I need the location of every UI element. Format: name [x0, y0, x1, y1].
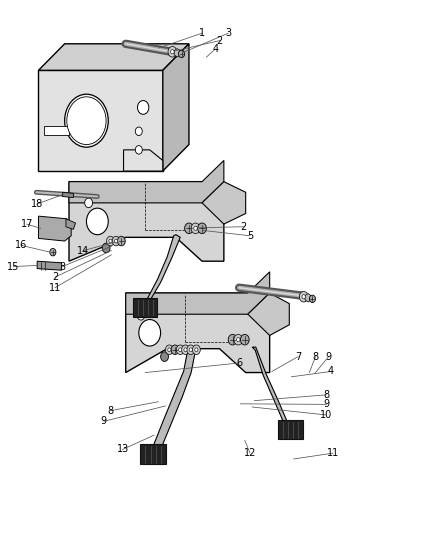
Circle shape — [137, 311, 145, 320]
Polygon shape — [162, 44, 188, 171]
Text: 8: 8 — [312, 352, 318, 361]
Polygon shape — [277, 420, 302, 439]
Circle shape — [194, 348, 198, 352]
Text: 4: 4 — [327, 367, 333, 376]
Circle shape — [165, 345, 173, 354]
Text: 9: 9 — [325, 352, 331, 361]
Circle shape — [117, 236, 125, 246]
Text: 17: 17 — [21, 219, 33, 229]
Circle shape — [160, 352, 168, 361]
Circle shape — [86, 208, 108, 235]
Text: 11: 11 — [49, 282, 61, 293]
Text: 10: 10 — [319, 410, 332, 420]
Polygon shape — [39, 44, 188, 70]
Polygon shape — [125, 272, 269, 314]
Circle shape — [233, 334, 242, 345]
Polygon shape — [201, 182, 245, 224]
Circle shape — [170, 50, 174, 54]
Text: 13: 13 — [116, 445, 128, 455]
Circle shape — [106, 236, 114, 246]
Circle shape — [184, 348, 187, 352]
Polygon shape — [140, 444, 166, 464]
Text: 9: 9 — [101, 416, 107, 426]
Circle shape — [109, 239, 112, 243]
Circle shape — [178, 348, 181, 352]
Text: 2: 2 — [240, 222, 246, 232]
Polygon shape — [152, 347, 195, 450]
Text: 1: 1 — [198, 28, 205, 38]
Polygon shape — [140, 235, 180, 304]
Polygon shape — [37, 261, 61, 270]
Circle shape — [193, 226, 197, 230]
Polygon shape — [66, 219, 75, 229]
Circle shape — [176, 345, 184, 354]
Text: 8: 8 — [322, 390, 328, 400]
Polygon shape — [247, 293, 289, 335]
Circle shape — [228, 334, 237, 345]
Circle shape — [49, 248, 56, 256]
Circle shape — [301, 295, 305, 299]
Text: 7: 7 — [294, 352, 300, 361]
Polygon shape — [304, 294, 311, 302]
Circle shape — [189, 348, 192, 352]
Polygon shape — [69, 182, 223, 261]
Circle shape — [135, 127, 142, 135]
Text: 15: 15 — [7, 262, 20, 271]
Text: 16: 16 — [15, 240, 27, 251]
Circle shape — [184, 223, 193, 233]
Circle shape — [85, 198, 92, 208]
Text: 9: 9 — [322, 399, 328, 409]
Text: 6: 6 — [236, 358, 242, 368]
Circle shape — [186, 345, 194, 354]
Text: 12: 12 — [243, 448, 256, 458]
Polygon shape — [69, 160, 223, 203]
Polygon shape — [252, 347, 292, 426]
Circle shape — [102, 243, 110, 253]
Polygon shape — [44, 126, 69, 135]
Polygon shape — [62, 192, 73, 198]
Polygon shape — [123, 150, 162, 171]
Circle shape — [191, 223, 199, 233]
Circle shape — [240, 334, 249, 345]
Polygon shape — [125, 293, 269, 373]
Polygon shape — [39, 216, 71, 241]
Circle shape — [181, 345, 189, 354]
Polygon shape — [133, 298, 157, 317]
Circle shape — [192, 345, 200, 354]
Circle shape — [178, 50, 184, 58]
Text: 14: 14 — [77, 246, 89, 256]
Circle shape — [114, 239, 117, 243]
Circle shape — [171, 345, 179, 354]
Text: 2: 2 — [216, 36, 222, 46]
Text: 8: 8 — [107, 406, 113, 416]
Circle shape — [67, 97, 106, 144]
Circle shape — [309, 295, 315, 303]
Text: 18: 18 — [31, 199, 43, 209]
Text: 3: 3 — [59, 262, 65, 271]
Circle shape — [112, 236, 120, 246]
Circle shape — [138, 319, 160, 346]
Circle shape — [137, 101, 148, 114]
Circle shape — [135, 146, 142, 154]
Polygon shape — [174, 49, 180, 57]
Circle shape — [168, 46, 177, 57]
Text: 4: 4 — [212, 44, 218, 54]
Text: 5: 5 — [246, 231, 253, 241]
Circle shape — [197, 223, 206, 233]
Circle shape — [64, 94, 108, 147]
Circle shape — [299, 292, 307, 302]
Text: 2: 2 — [52, 272, 58, 282]
Circle shape — [167, 348, 170, 352]
Text: 11: 11 — [326, 448, 338, 458]
Circle shape — [236, 337, 240, 342]
Text: 3: 3 — [225, 28, 231, 38]
Polygon shape — [39, 70, 162, 171]
